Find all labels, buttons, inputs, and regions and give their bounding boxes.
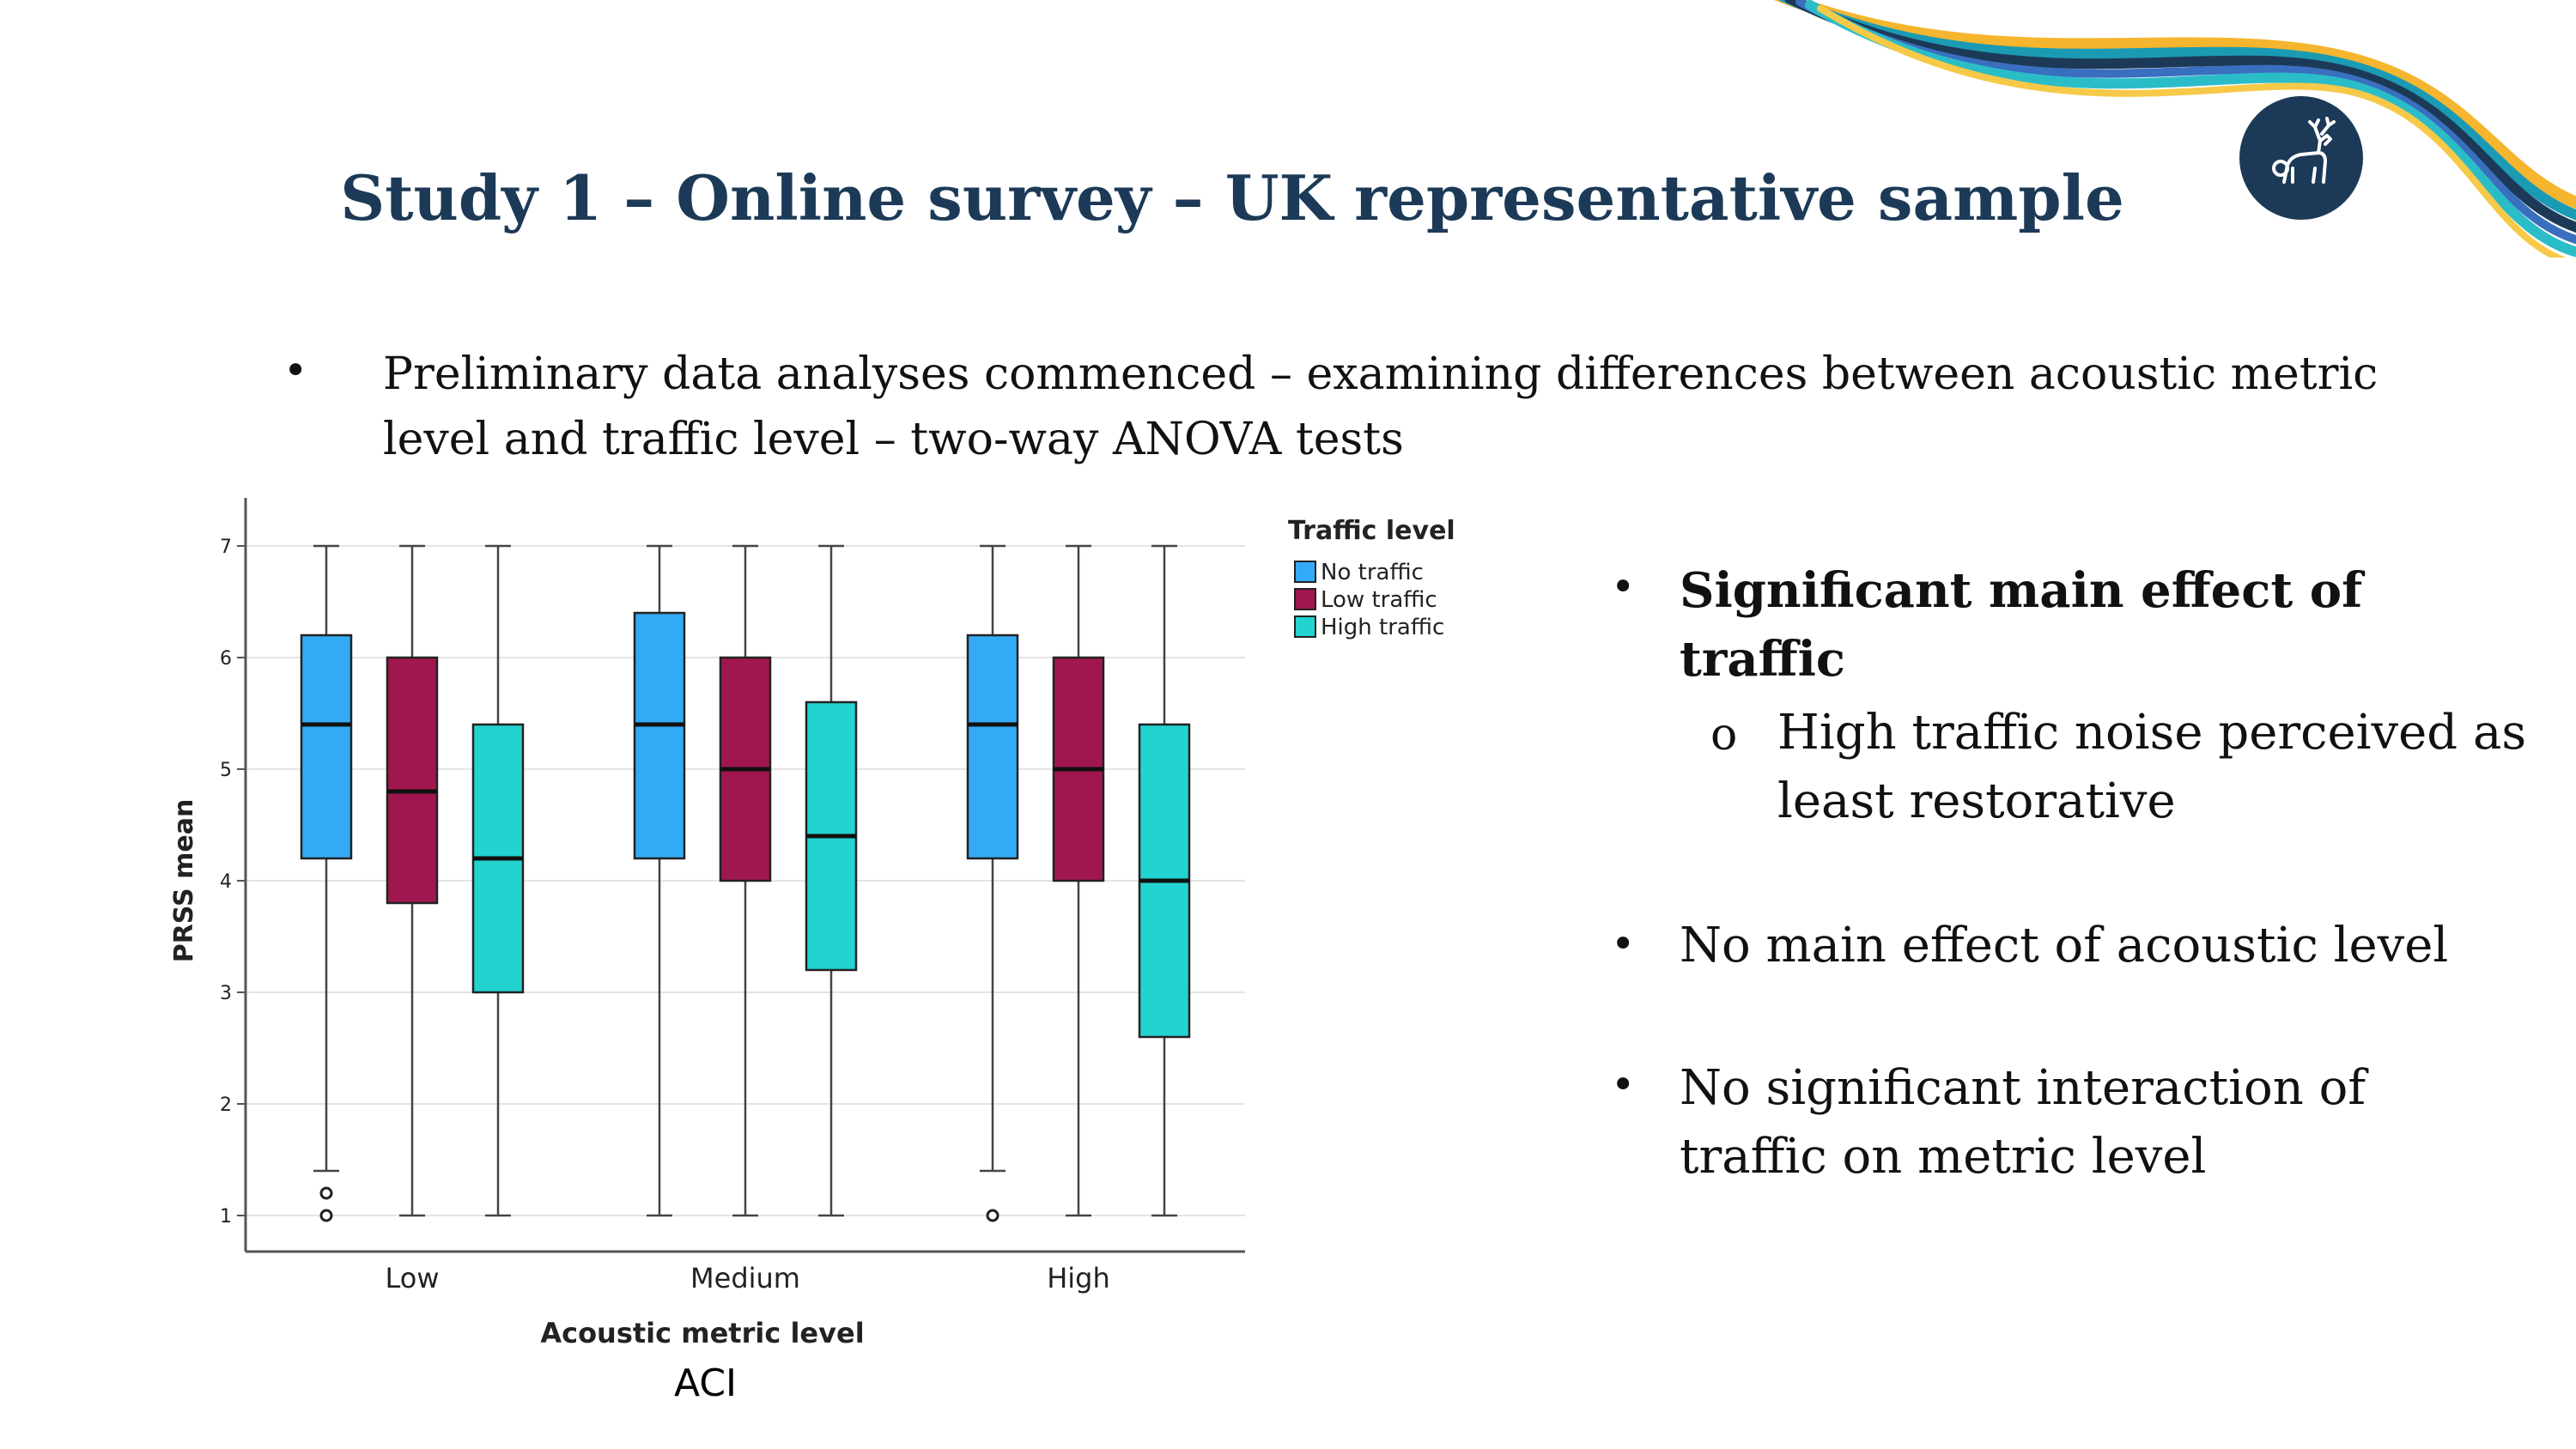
logo-circle <box>2239 96 2363 220</box>
outlier-point <box>319 1186 333 1200</box>
y-tick-label: 6 <box>220 648 232 670</box>
iqr-box <box>633 611 686 860</box>
stripe-4 <box>1795 0 2576 245</box>
x-tick-label: Medium <box>690 1262 800 1294</box>
box-no-traffic <box>300 544 353 1222</box>
legend-swatch <box>1294 615 1316 638</box>
bullet-symbol-1: • <box>1611 563 1636 611</box>
box-no-traffic <box>633 544 686 1217</box>
y-tick-label: 1 <box>220 1206 232 1228</box>
chart-caption: ACI <box>674 1361 738 1405</box>
box-high-traffic <box>805 544 858 1217</box>
sub-bullet-symbol: o <box>1710 709 1738 761</box>
bullet-main-effect-traffic: Significant main effect of traffic <box>1680 562 2363 688</box>
legend-entry: No traffic <box>1321 560 1424 585</box>
y-tick-label: 7 <box>220 537 232 558</box>
y-tick-label: 2 <box>220 1094 232 1116</box>
stripe-1 <box>1774 0 2576 209</box>
bullet-no-acoustic-effect: No main effect of acoustic level <box>1680 918 2449 973</box>
intro-bullet-symbol: • <box>283 347 308 395</box>
x-axis-title: Acoustic metric level <box>540 1317 864 1349</box>
legend-entry: Low traffic <box>1321 587 1437 613</box>
decorative-stripes <box>1774 0 2576 258</box>
y-tick-label: 5 <box>220 760 232 781</box>
y-axis-title: PRSS mean <box>169 799 199 963</box>
intro-bullet-text: Preliminary data analyses commenced – ex… <box>383 349 2379 465</box>
stripe-3 <box>1784 0 2576 233</box>
y-tick-label: 3 <box>220 983 232 1004</box>
y-tick-label: 4 <box>220 871 232 893</box>
legend-swatch <box>1294 588 1316 610</box>
bullet-symbol-3: • <box>1611 1061 1636 1109</box>
box-low-traffic <box>386 544 439 1217</box>
chart-boxes <box>300 544 1191 1222</box>
stripe-5 <box>1805 0 2576 258</box>
stripe-6 <box>1817 5 2567 258</box>
outlier-point <box>319 1209 333 1222</box>
iqr-box <box>386 656 439 905</box>
outlier-point <box>986 1209 999 1222</box>
legend-swatch <box>1294 561 1316 583</box>
sub-bullet-high-traffic: High traffic noise perceived as least re… <box>1777 705 2527 829</box>
stag-icon <box>2272 117 2336 184</box>
boxplot-chart: 1 2 3 4 5 6 7 Low Medium High Acoustic metric leve… <box>169 498 1455 1349</box>
bullet-symbol-2: • <box>1611 920 1636 968</box>
chart-axes: 1 2 3 4 5 6 7 Low Medium High Acoustic metric leve… <box>169 498 1245 1349</box>
box-no-traffic <box>966 544 1019 1222</box>
iqr-box <box>300 634 353 860</box>
university-logo <box>2239 96 2363 220</box>
x-tick-label: High <box>1047 1262 1110 1294</box>
stripe-2 <box>1777 0 2576 221</box>
slide-title: Study 1 – Online survey – UK representat… <box>340 161 2124 234</box>
iqr-box <box>966 634 1019 860</box>
legend-entry: High traffic <box>1321 615 1444 640</box>
box-low-traffic <box>1052 544 1105 1217</box>
box-low-traffic <box>719 544 772 1217</box>
box-high-traffic <box>471 544 525 1217</box>
box-high-traffic <box>1138 544 1191 1217</box>
bullet-no-interaction: No significant interaction of traffic on… <box>1680 1060 2366 1185</box>
legend-title: Traffic level <box>1288 516 1455 546</box>
x-tick-label: Low <box>385 1262 439 1294</box>
